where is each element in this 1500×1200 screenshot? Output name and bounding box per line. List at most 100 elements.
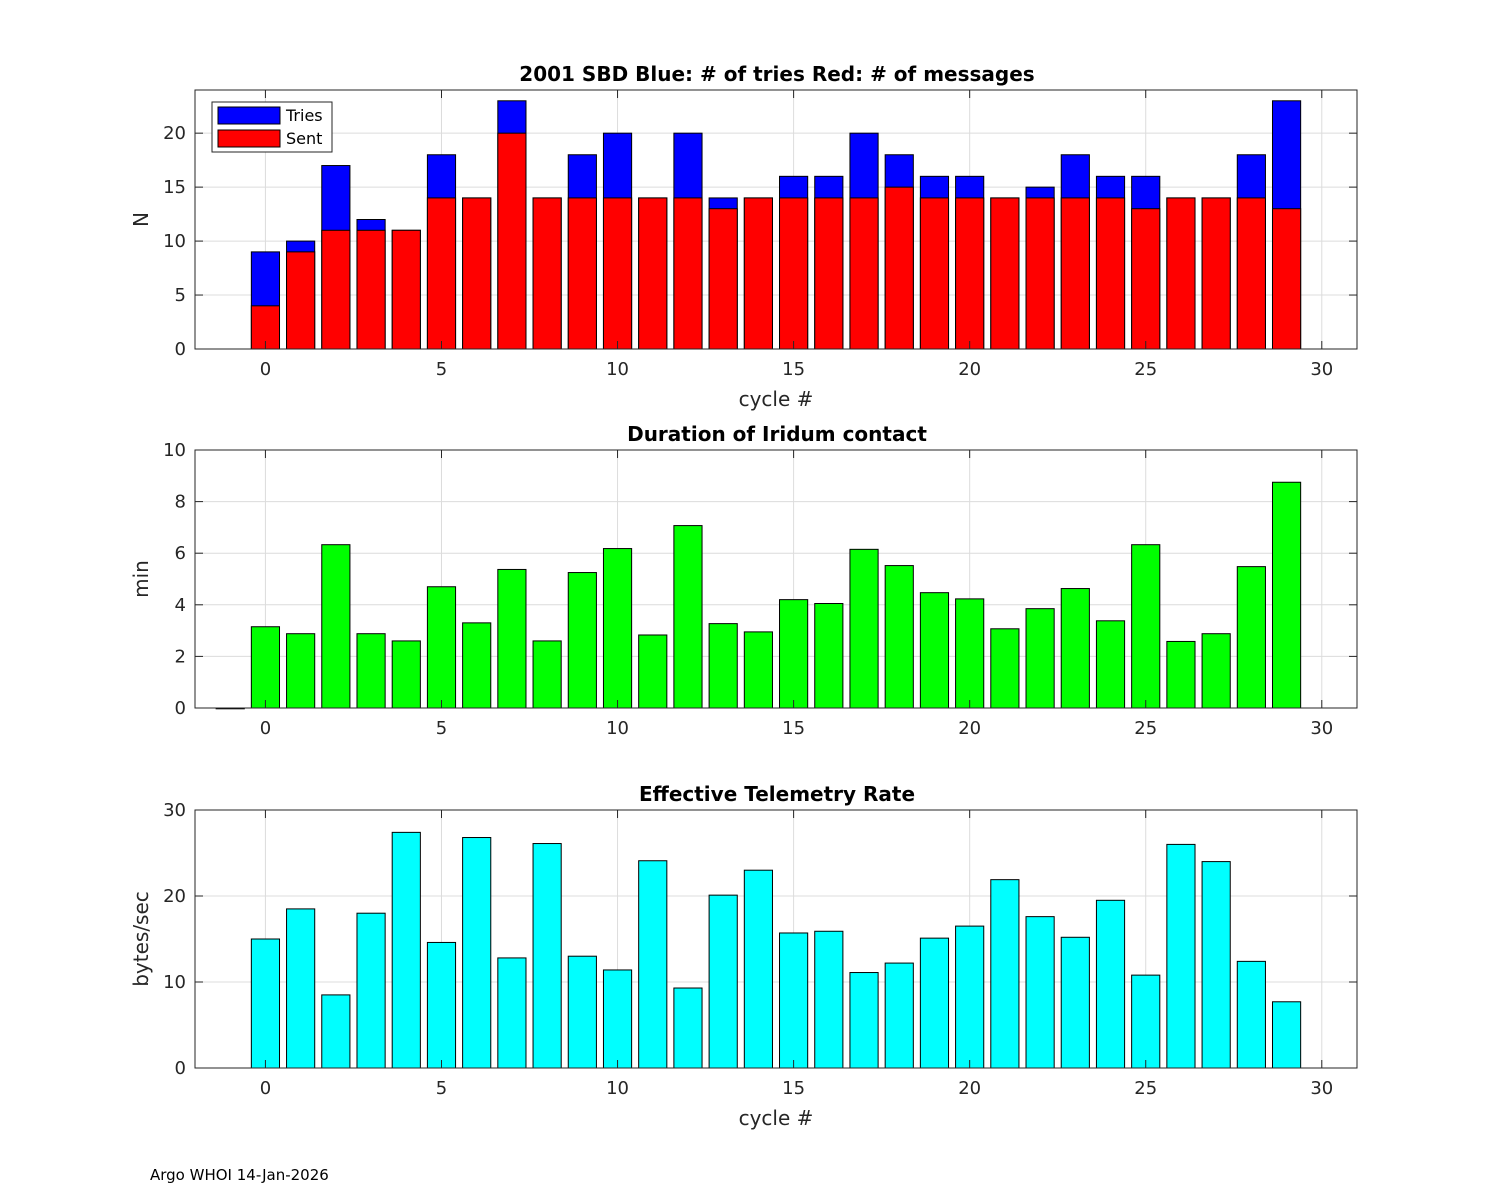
bar-rate-cycle-21 [990, 879, 1020, 1069]
bar-duration-cycle-11 [638, 634, 668, 709]
y-axis-label: min [129, 560, 153, 598]
x-tick-label: 10 [606, 718, 629, 739]
y-tick-label: 2 [175, 646, 186, 667]
y-tick-label: 4 [175, 595, 186, 616]
bar-rate-cycle-17 [849, 972, 879, 1069]
bar-sent-cycle-25 [1131, 208, 1161, 350]
chart-title: Effective Telemetry Rate [639, 782, 915, 806]
bar-sent-cycle-28 [1236, 197, 1266, 350]
bar-sent-cycle-24 [1095, 197, 1126, 350]
bar-rate-cycle-9 [567, 955, 597, 1069]
bar-duration-cycle-16 [814, 603, 844, 709]
x-tick-label: 15 [782, 1078, 805, 1099]
y-tick-label: 20 [163, 123, 186, 144]
x-axis-label: cycle # [739, 387, 814, 411]
bar-sent-cycle-11 [638, 197, 668, 350]
bar-duration-cycle-2 [321, 544, 351, 709]
bar-sent-cycle-3 [356, 229, 386, 350]
x-tick-label: 20 [958, 359, 981, 380]
x-tick-label: 10 [606, 359, 629, 380]
bar-sent-cycle-23 [1060, 197, 1090, 350]
bar-duration-cycle-12 [673, 525, 703, 709]
bar-rate-cycle-4 [391, 831, 421, 1069]
y-tick-label: 0 [175, 339, 186, 360]
x-tick-label: 25 [1134, 718, 1157, 739]
bar-duration-cycle-23 [1060, 588, 1090, 709]
y-axis-label: bytes/sec [129, 891, 153, 987]
bar-sent-cycle-26 [1166, 197, 1196, 350]
legend-swatch-sent [217, 129, 281, 148]
plot-area [195, 450, 1357, 708]
bar-duration-cycle-26 [1166, 640, 1196, 709]
y-tick-label: 10 [163, 972, 186, 993]
y-tick-label: 6 [175, 543, 186, 564]
bar-rate-cycle-13 [708, 894, 738, 1069]
legend-label-tries: Tries [285, 106, 323, 125]
bar-duration-cycle-0 [250, 626, 281, 709]
bar-rate-cycle-14 [743, 869, 773, 1069]
bar-rate-cycle-11 [638, 860, 668, 1069]
y-tick-label: 10 [163, 231, 186, 252]
bar-rate-cycle-25 [1131, 974, 1161, 1069]
bar-rate-cycle-2 [321, 994, 351, 1069]
bar-sent-cycle-12 [673, 197, 703, 350]
bar-duration-cycle-19 [919, 592, 950, 709]
legend: Tries Sent [211, 101, 333, 153]
x-tick-label: 20 [958, 1078, 981, 1099]
chart-iridium-duration: 0 5 10 15 20 25 30 0 2 4 6 8 10 Duration of Iridum co… [129, 422, 1358, 739]
y-tick-label: 10 [163, 440, 186, 461]
y-tick-label: 8 [175, 492, 186, 513]
bar-rate-cycle-23 [1060, 936, 1090, 1069]
bar-duration-cycle-9 [567, 572, 597, 709]
chart-telemetry-rate: 0 5 10 15 20 25 30 0 10 20 30 Effective Telemetry R… [129, 782, 1358, 1130]
bar-duration-cycle-17 [849, 548, 879, 709]
legend-label-sent: Sent [286, 129, 322, 148]
bar-sent-cycle-14 [743, 197, 773, 350]
y-tick-label: 30 [163, 800, 186, 821]
bar-sent-cycle-22 [1025, 197, 1055, 350]
x-tick-label: 30 [1310, 359, 1333, 380]
bar-duration-cycle-10 [602, 548, 633, 709]
x-tick-label: 5 [436, 359, 447, 380]
x-tick-label: 20 [958, 718, 981, 739]
chart-sbd-tries-messages: 0 5 10 15 20 25 30 0 5 10 15 20 2001 SBD Blue: # of … [129, 62, 1358, 411]
bar-rate-cycle-20 [955, 925, 985, 1069]
bar-sent-cycle-21 [990, 197, 1020, 350]
bar-rate-cycle-22 [1025, 916, 1055, 1069]
y-axis-label: N [129, 212, 153, 227]
x-tick-label: 0 [260, 718, 271, 739]
x-tick-label: 25 [1134, 1078, 1157, 1099]
bar-rate-cycle-18 [884, 962, 914, 1069]
bar-sent-cycle-20 [955, 197, 985, 350]
bar-duration-cycle-1 [286, 633, 316, 709]
x-tick-label: 15 [782, 359, 805, 380]
bar-duration-cycle-27 [1201, 633, 1231, 709]
bar-duration-cycle-5 [426, 586, 457, 709]
bar-duration-cycle-6 [462, 622, 492, 709]
x-tick-label: 30 [1310, 718, 1333, 739]
bar-sent-cycle-19 [919, 197, 950, 350]
axes-box [194, 449, 1358, 709]
bar-rate-cycle-12 [673, 987, 703, 1069]
bar-duration-cycle-7 [497, 568, 527, 709]
bar-rate-cycle-15 [779, 932, 809, 1069]
bar-rate-cycle-6 [462, 837, 492, 1069]
bar-duration-cycle-3 [356, 633, 386, 709]
bar-duration-cycle-4 [391, 640, 421, 709]
bar-duration-cycle-14 [743, 631, 773, 709]
bar-sent-cycle-9 [567, 197, 597, 350]
bar-sent-cycle-4 [391, 229, 421, 350]
bar-rate-cycle-8 [532, 843, 562, 1069]
bar-sent-cycle-7 [497, 132, 527, 350]
x-tick-label: 5 [436, 1078, 447, 1099]
bar-duration-cycle-8 [532, 640, 562, 709]
bar-duration-cycle-18 [884, 565, 914, 709]
bar-duration-cycle-15 [779, 599, 809, 709]
bar-rate-cycle-7 [497, 957, 527, 1069]
bar-sent-cycle-8 [532, 197, 562, 350]
bar-sent-cycle-2 [321, 229, 351, 350]
bar-sent-cycle-17 [849, 197, 879, 350]
bar-sent-cycle-5 [426, 197, 457, 350]
legend-swatch-tries [217, 106, 281, 125]
